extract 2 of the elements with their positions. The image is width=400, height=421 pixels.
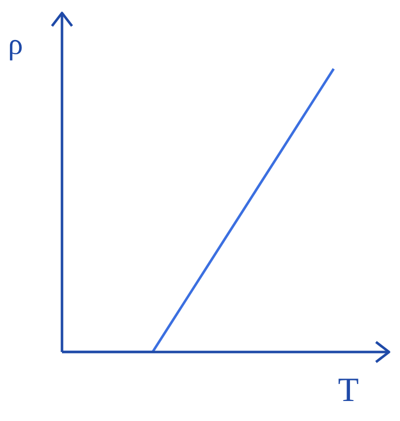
y-axis-title: ρ [8, 28, 23, 62]
x-axis-title: T [338, 372, 359, 410]
